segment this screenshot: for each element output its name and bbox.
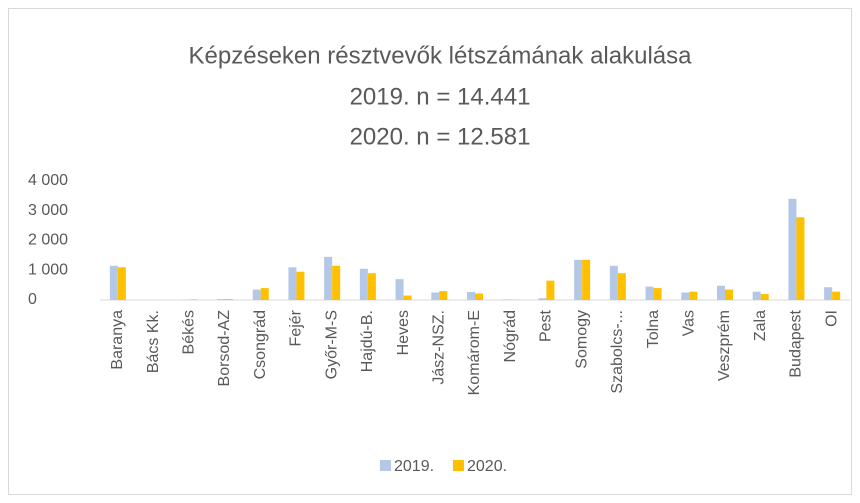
y-tick-label: 3 000 — [28, 202, 68, 219]
x-tick-label: Baranya — [109, 310, 126, 370]
bar — [574, 259, 583, 300]
bar — [359, 268, 368, 300]
y-tick-label: 0 — [28, 291, 37, 308]
bar — [189, 299, 198, 300]
bar — [260, 288, 269, 300]
x-tick-label: Vas — [681, 310, 698, 336]
bar — [725, 289, 733, 300]
y-tick-label: 1 000 — [28, 261, 68, 278]
bar — [681, 292, 690, 300]
bar — [217, 299, 225, 300]
x-tick-label: Békés — [181, 310, 198, 354]
x-tick-label: Pest — [538, 309, 555, 342]
x-tick-label: Veszprém — [716, 310, 733, 381]
bar — [546, 280, 555, 300]
bar — [467, 291, 475, 300]
x-tick-label: Komárom-E — [466, 310, 483, 395]
bar — [403, 295, 412, 300]
x-tick-label: Tolna — [645, 310, 662, 348]
legend-label: 2019. — [394, 458, 434, 475]
x-tick-label: Fejér — [288, 309, 305, 346]
bar — [832, 291, 841, 300]
bar — [824, 287, 833, 300]
legend-swatch — [380, 460, 391, 471]
bar — [367, 273, 376, 300]
bar — [395, 279, 404, 300]
legend-swatch — [453, 460, 464, 471]
bar — [796, 217, 805, 300]
x-tick-label: Bács Kk. — [145, 310, 162, 373]
bar — [788, 198, 797, 300]
bar — [431, 292, 440, 300]
bar — [689, 291, 698, 300]
bar — [752, 291, 761, 300]
bar — [653, 288, 662, 300]
bar — [582, 259, 591, 300]
x-tick-label: Hajdú-B. — [359, 310, 376, 372]
x-tick-label: Somogy — [573, 310, 590, 369]
bar — [332, 265, 341, 300]
x-tick-label: OI — [823, 310, 840, 327]
x-tick-label: Csongrád — [252, 310, 269, 379]
bar — [109, 265, 118, 300]
x-tick-label: Budapest — [788, 309, 805, 377]
bar — [288, 267, 297, 300]
bar — [225, 299, 233, 300]
y-tick-label: 2 000 — [28, 232, 68, 249]
x-tick-label: Jász-NSZ. — [431, 310, 448, 385]
bar — [117, 267, 126, 300]
legend-label: 2020. — [467, 458, 507, 475]
chart-subtitle: 2019. n = 14.441 — [350, 83, 531, 110]
bar — [645, 286, 654, 300]
x-tick-label: Szabolcs-... — [609, 310, 626, 394]
bar — [324, 256, 333, 300]
bar — [252, 289, 261, 300]
chart-border — [8, 8, 852, 495]
x-tick-label: Heves — [395, 310, 412, 355]
x-tick-label: Győr-M-S — [323, 310, 340, 379]
x-tick-label: Zala — [752, 310, 769, 341]
bar — [502, 299, 511, 300]
bar — [760, 294, 769, 300]
bar — [296, 271, 305, 300]
bar — [617, 273, 626, 300]
bar — [609, 265, 618, 300]
bar — [538, 298, 547, 300]
bar — [717, 285, 725, 300]
bar — [439, 291, 448, 300]
y-tick-label: 4 000 — [28, 172, 68, 189]
x-tick-label: Nógrád — [502, 310, 519, 362]
chart-subtitle: 2020. n = 12.581 — [350, 123, 531, 150]
bar — [475, 293, 483, 300]
chart-title: Képzéseken résztvevők létszámának alakul… — [189, 42, 693, 69]
x-tick-label: Borsod-AZ — [216, 310, 233, 387]
